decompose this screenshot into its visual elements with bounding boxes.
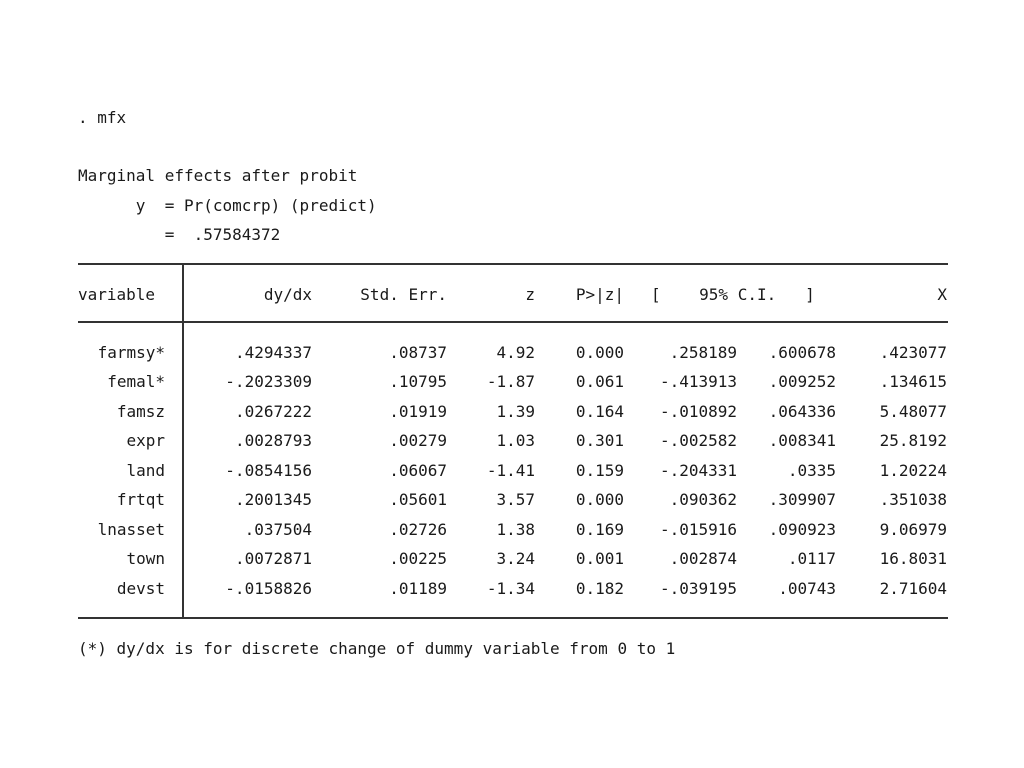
cell-variable: famsz bbox=[116, 402, 165, 421]
table-header-rule bbox=[78, 321, 948, 323]
cell-dydx: .0028793 bbox=[234, 431, 312, 450]
cell-z: 4.92 bbox=[496, 343, 535, 362]
cell-x: .423077 bbox=[879, 343, 947, 362]
cell-z: -1.34 bbox=[486, 579, 535, 598]
cell-std-err: .02726 bbox=[389, 520, 447, 539]
cell-ci-lower: -.015916 bbox=[659, 520, 737, 539]
cell-x: .351038 bbox=[879, 490, 947, 509]
table-column-divider bbox=[182, 264, 184, 617]
cell-p-value: 0.000 bbox=[575, 343, 624, 362]
cell-std-err: .08737 bbox=[389, 343, 447, 362]
cell-z: 1.38 bbox=[496, 520, 535, 539]
header-variable: variable bbox=[78, 285, 156, 304]
cell-z: -1.41 bbox=[486, 461, 535, 480]
cell-dydx: .0267222 bbox=[234, 402, 312, 421]
cell-z: 1.39 bbox=[496, 402, 535, 421]
cell-ci-upper: .090923 bbox=[768, 520, 836, 539]
cell-ci-lower: -.039195 bbox=[659, 579, 737, 598]
cell-std-err: .05601 bbox=[389, 490, 447, 509]
table-row: lnasset .037504 .02726 1.38 0.169 -.0159… bbox=[0, 520, 1024, 540]
cell-variable: devst bbox=[116, 579, 165, 598]
cell-p-value: 0.001 bbox=[575, 549, 624, 568]
cell-ci-lower: .258189 bbox=[669, 343, 737, 362]
cell-ci-upper: .009252 bbox=[768, 372, 836, 391]
cell-std-err: .00225 bbox=[389, 549, 447, 568]
output-title: Marginal effects after probit bbox=[78, 166, 358, 185]
table-row: expr .0028793 .00279 1.03 0.301 -.002582… bbox=[0, 431, 1024, 451]
cell-ci-upper: .0117 bbox=[787, 549, 836, 568]
table-row: frtqt .2001345 .05601 3.57 0.000 .090362… bbox=[0, 490, 1024, 510]
cell-std-err: .06067 bbox=[389, 461, 447, 480]
cell-dydx: -.2023309 bbox=[225, 372, 312, 391]
cell-p-value: 0.164 bbox=[575, 402, 624, 421]
cell-dydx: -.0158826 bbox=[225, 579, 312, 598]
prediction-value-line: = .57584372 bbox=[78, 225, 281, 244]
command-line: . mfx bbox=[78, 108, 127, 127]
cell-std-err: .00279 bbox=[389, 431, 447, 450]
cell-x: .134615 bbox=[879, 372, 947, 391]
cell-variable: town bbox=[126, 549, 165, 568]
cell-x: 2.71604 bbox=[879, 579, 947, 598]
cell-ci-upper: .008341 bbox=[768, 431, 836, 450]
cell-x: 5.48077 bbox=[879, 402, 947, 421]
header-dydx: dy/dx bbox=[263, 285, 312, 304]
cell-ci-upper: .0335 bbox=[787, 461, 836, 480]
cell-ci-upper: .064336 bbox=[768, 402, 836, 421]
cell-variable: femal* bbox=[107, 372, 165, 391]
cell-ci-lower: -.413913 bbox=[659, 372, 737, 391]
header-confidence-interval: [ 95% C.I. ] bbox=[651, 285, 815, 304]
cell-variable: land bbox=[126, 461, 165, 480]
cell-ci-upper: .00743 bbox=[778, 579, 836, 598]
cell-p-value: 0.169 bbox=[575, 520, 624, 539]
cell-z: 1.03 bbox=[496, 431, 535, 450]
table-row: famsz .0267222 .01919 1.39 0.164 -.01089… bbox=[0, 402, 1024, 422]
cell-x: 25.8192 bbox=[879, 431, 947, 450]
cell-z: 3.24 bbox=[496, 549, 535, 568]
cell-dydx: .2001345 bbox=[234, 490, 312, 509]
cell-variable: farmsy* bbox=[97, 343, 165, 362]
table-row: devst -.0158826 .01189 -1.34 0.182 -.039… bbox=[0, 579, 1024, 599]
table-row: farmsy* .4294337 .08737 4.92 0.000 .2581… bbox=[0, 343, 1024, 363]
cell-dydx: .0072871 bbox=[234, 549, 312, 568]
cell-ci-lower: -.204331 bbox=[659, 461, 737, 480]
cell-x: 9.06979 bbox=[879, 520, 947, 539]
table-header: variable dy/dx Std. Err. z P>|z| [ 95% C… bbox=[0, 285, 1024, 305]
cell-variable: lnasset bbox=[97, 520, 165, 539]
prediction-line: y = Pr(comcrp) (predict) bbox=[78, 196, 377, 215]
cell-std-err: .10795 bbox=[389, 372, 447, 391]
cell-variable: expr bbox=[126, 431, 165, 450]
cell-ci-upper: .309907 bbox=[768, 490, 836, 509]
header-std-err: Std. Err. bbox=[360, 285, 447, 304]
cell-z: 3.57 bbox=[496, 490, 535, 509]
cell-x: 16.8031 bbox=[879, 549, 947, 568]
cell-ci-lower: -.010892 bbox=[659, 402, 737, 421]
table-row: town .0072871 .00225 3.24 0.001 .002874 … bbox=[0, 549, 1024, 569]
table-row: femal* -.2023309 .10795 -1.87 0.061 -.41… bbox=[0, 372, 1024, 392]
cell-x: 1.20224 bbox=[879, 461, 947, 480]
header-x: X bbox=[937, 285, 947, 304]
cell-variable: frtqt bbox=[116, 490, 165, 509]
cell-std-err: .01919 bbox=[389, 402, 447, 421]
cell-dydx: .4294337 bbox=[234, 343, 312, 362]
cell-ci-upper: .600678 bbox=[768, 343, 836, 362]
cell-p-value: 0.182 bbox=[575, 579, 624, 598]
footnote: (*) dy/dx is for discrete change of dumm… bbox=[78, 639, 676, 658]
header-z: z bbox=[525, 285, 535, 304]
cell-p-value: 0.301 bbox=[575, 431, 624, 450]
table-top-rule bbox=[78, 263, 948, 265]
cell-dydx: .037504 bbox=[244, 520, 312, 539]
table-bottom-rule bbox=[78, 617, 948, 619]
header-p-value: P>|z| bbox=[575, 285, 624, 304]
cell-ci-lower: .090362 bbox=[669, 490, 737, 509]
cell-p-value: 0.061 bbox=[575, 372, 624, 391]
cell-z: -1.87 bbox=[486, 372, 535, 391]
cell-ci-lower: -.002582 bbox=[659, 431, 737, 450]
cell-dydx: -.0854156 bbox=[225, 461, 312, 480]
table-row: land -.0854156 .06067 -1.41 0.159 -.2043… bbox=[0, 461, 1024, 481]
cell-p-value: 0.000 bbox=[575, 490, 624, 509]
cell-std-err: .01189 bbox=[389, 579, 447, 598]
cell-ci-lower: .002874 bbox=[669, 549, 737, 568]
cell-p-value: 0.159 bbox=[575, 461, 624, 480]
